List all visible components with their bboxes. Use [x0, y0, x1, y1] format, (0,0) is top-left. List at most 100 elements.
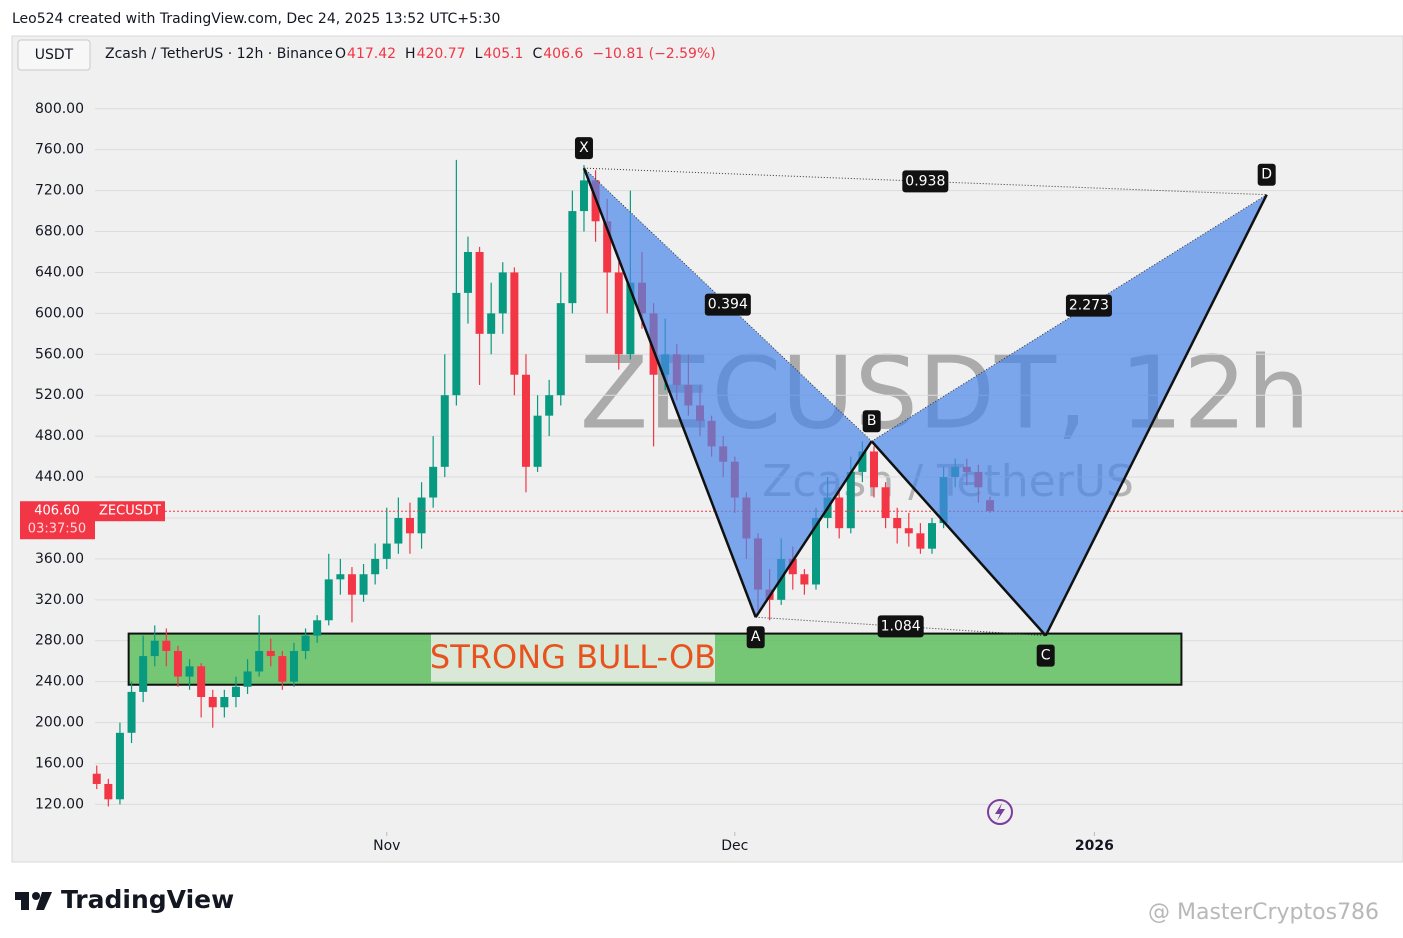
- y-tick-label: 440.00: [35, 469, 84, 485]
- plot: ZECUSDT, 12hZcash / TetherUS120.00160.00…: [35, 101, 1403, 854]
- candle-body: [336, 574, 345, 580]
- pattern-leg: [1044, 194, 1268, 637]
- zone-label: STRONG BULL-OB: [430, 638, 716, 676]
- candle-body: [858, 451, 867, 472]
- candle-body: [278, 656, 287, 682]
- price-tag-value: 406.60: [34, 504, 80, 519]
- candle-body: [429, 466, 438, 498]
- candle-body: [185, 666, 194, 677]
- candle-body: [371, 558, 380, 575]
- candle-body: [173, 650, 182, 677]
- ratio-label: 1.084: [881, 618, 921, 634]
- candle-body: [255, 650, 264, 672]
- candle-body: [347, 574, 356, 595]
- y-tick-label: 280.00: [35, 633, 84, 649]
- candle-body: [800, 574, 809, 585]
- currency-label[interactable]: USDT: [35, 47, 74, 63]
- candle-body: [603, 221, 612, 273]
- y-tick-label: 720.00: [35, 183, 84, 199]
- candle-body: [197, 666, 206, 698]
- point-label: X: [579, 140, 589, 156]
- y-tick-label: 640.00: [35, 264, 84, 280]
- y-tick-label: 120.00: [35, 796, 84, 812]
- candle-body: [811, 517, 820, 585]
- candle-body: [115, 732, 124, 800]
- y-tick-label: 760.00: [35, 142, 84, 158]
- y-tick-label: 360.00: [35, 551, 84, 567]
- point-box: [574, 137, 593, 160]
- pattern-leg: [754, 440, 873, 618]
- currency-button[interactable]: [17, 39, 91, 71]
- ohlc-key: H: [405, 46, 416, 62]
- ohlc-value: 420.77: [417, 46, 466, 62]
- x-tick-label: Dec: [721, 838, 748, 854]
- candle-body: [266, 650, 275, 657]
- ratio-label: 2.273: [1069, 298, 1109, 314]
- ratio-line: [755, 616, 1046, 637]
- candle-body: [835, 497, 844, 529]
- lightning-icon[interactable]: [987, 799, 1013, 825]
- candle-body: [382, 543, 391, 559]
- candle-body: [150, 640, 159, 657]
- candle-body: [846, 471, 855, 529]
- brand: TradingView: [61, 885, 234, 914]
- candle-body: [289, 650, 298, 682]
- point-label: C: [1041, 648, 1051, 664]
- point-box: [1257, 163, 1276, 186]
- candle-body: [788, 558, 797, 575]
- y-tick-label: 480.00: [35, 428, 84, 444]
- symbol-tag: [95, 501, 165, 522]
- ratio-label: 0.938: [905, 173, 945, 189]
- candle-body: [301, 635, 310, 651]
- candle-body: [104, 783, 113, 800]
- lightning-bolt: [995, 803, 1005, 821]
- candle-body: [139, 656, 148, 692]
- candle-body: [220, 697, 229, 708]
- logo-mark: [32, 892, 40, 900]
- candle-body: [869, 451, 878, 488]
- ohlc-key: L: [475, 46, 483, 62]
- ohlc-key: O: [335, 46, 346, 62]
- logo-mark: [36, 892, 52, 910]
- candle-body: [313, 620, 322, 636]
- ohlc-value: 417.42: [347, 46, 396, 62]
- point-box: [862, 410, 881, 433]
- candle-body: [440, 395, 449, 467]
- y-tick-label: 320.00: [35, 592, 84, 608]
- price-tag: [20, 501, 95, 540]
- candle-body: [533, 415, 542, 467]
- candle-body: [881, 487, 890, 518]
- candle-body: [626, 282, 635, 355]
- candle-body: [510, 272, 519, 375]
- x-tick-label: Nov: [373, 838, 400, 854]
- candle-body: [904, 528, 913, 534]
- candle-body: [614, 272, 623, 355]
- candle-body: [928, 523, 937, 549]
- candle-body: [162, 640, 171, 651]
- credit: @ MasterCryptos786: [1148, 900, 1379, 925]
- candle-body: [417, 497, 426, 534]
- candle-body: [893, 517, 902, 529]
- candle-body: [568, 211, 577, 304]
- price-tag-countdown: 03:37:50: [28, 522, 86, 537]
- pattern-leg: [870, 440, 1047, 637]
- symbol-tag-text: ZECUSDT: [99, 504, 161, 519]
- candle-body: [452, 292, 461, 396]
- x-tick-label: 2026: [1075, 838, 1114, 854]
- pattern-leg: [582, 167, 757, 618]
- y-tick-label: 600.00: [35, 305, 84, 321]
- y-tick-label: 240.00: [35, 674, 84, 690]
- candle-body: [394, 517, 403, 544]
- candle-body: [521, 374, 530, 467]
- candle-body: [475, 251, 484, 334]
- candle-body: [545, 395, 554, 416]
- candle-body: [556, 303, 565, 396]
- y-tick-label: 160.00: [35, 756, 84, 772]
- y-tick-label: 680.00: [35, 224, 84, 240]
- candle-body: [405, 517, 414, 534]
- candle-body: [498, 272, 507, 314]
- ratio-box: [704, 293, 751, 316]
- y-tick-label: 200.00: [35, 715, 84, 731]
- point-label: A: [751, 629, 761, 645]
- ohlc-key: C: [532, 46, 542, 62]
